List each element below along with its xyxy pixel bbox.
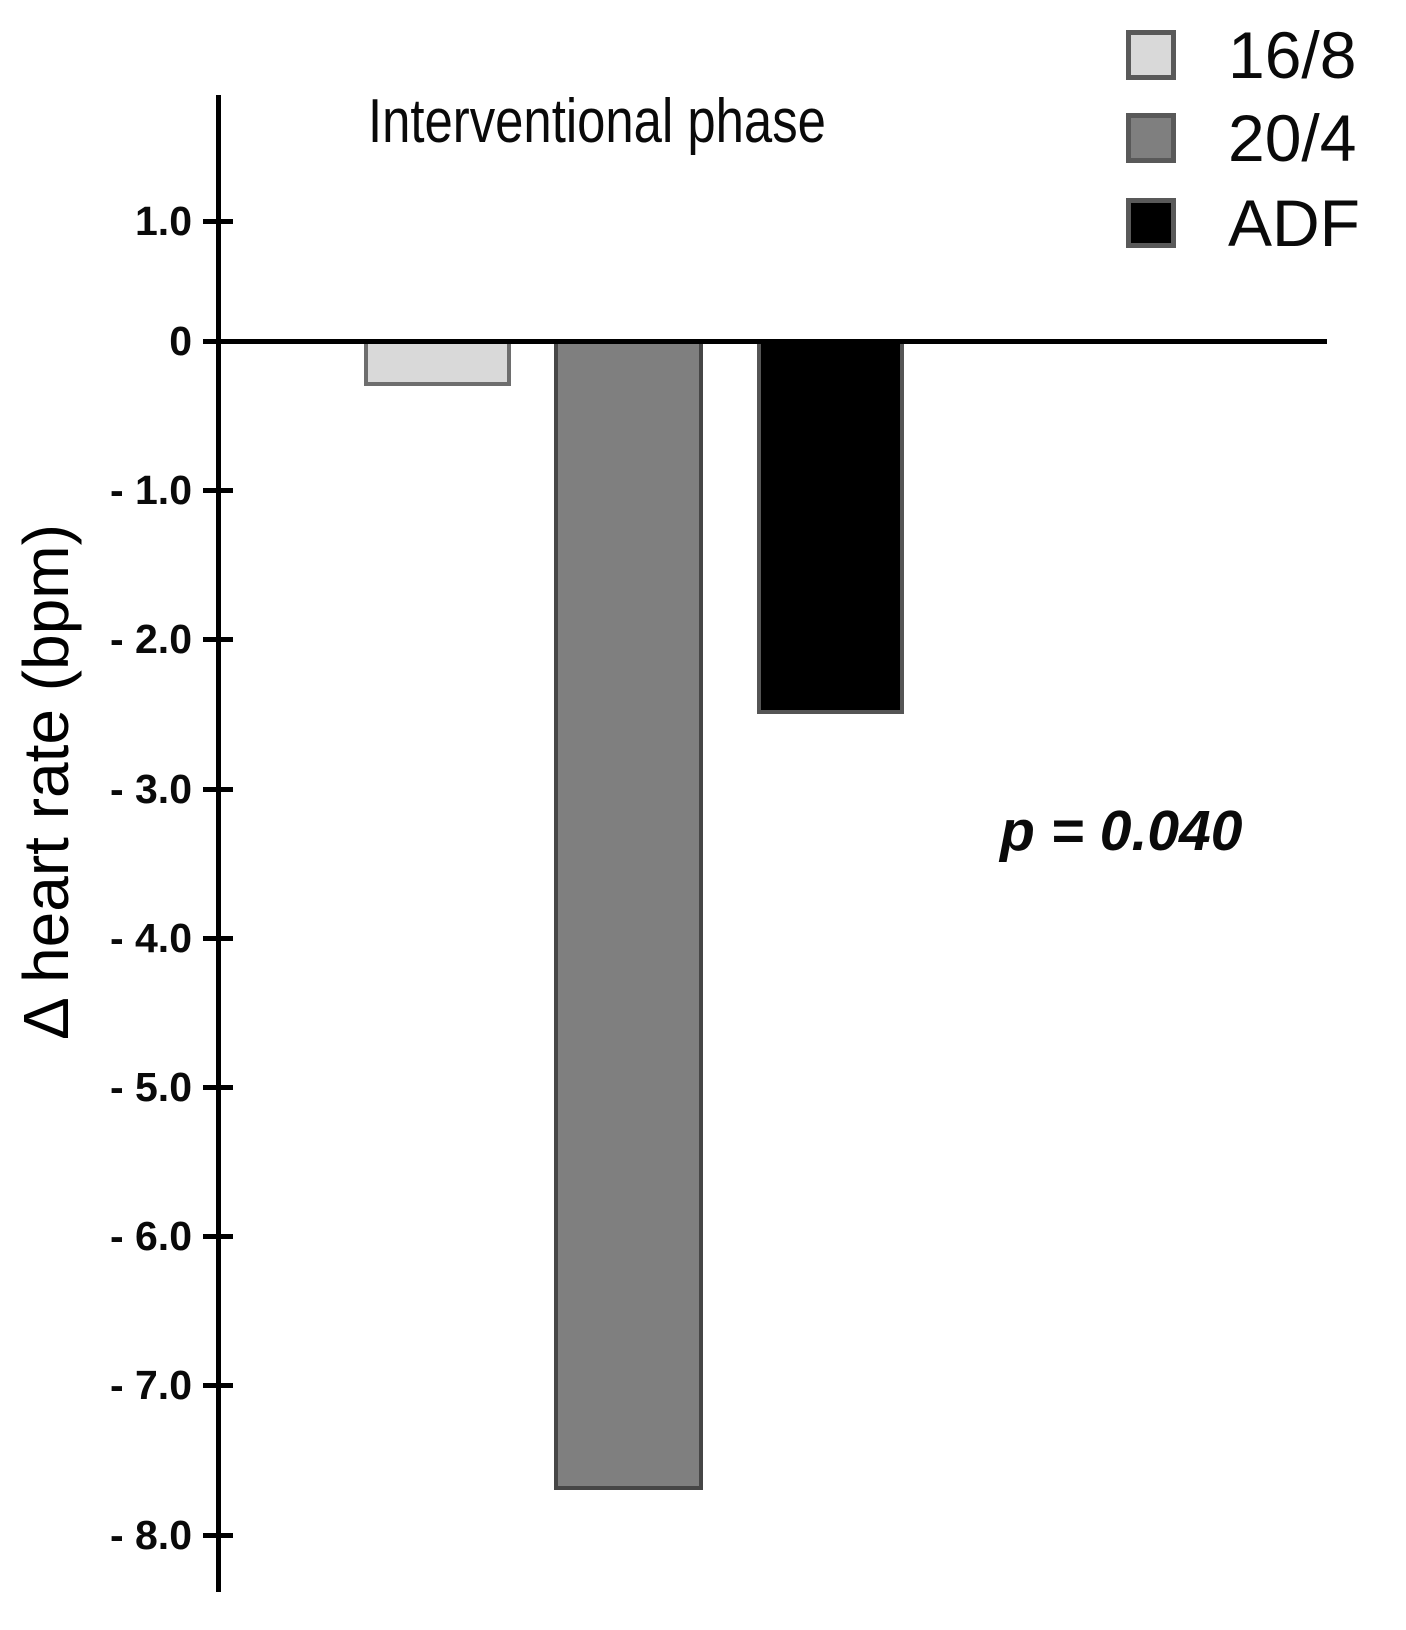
y-tick-label: - 6.0 [109,1213,192,1260]
y-tick-mark [203,488,233,494]
legend-item-20/4: 20/4 [1126,105,1356,171]
y-tick-mark [203,1085,233,1090]
legend-swatch-icon [1126,30,1176,80]
y-tick-mark [203,219,233,224]
y-axis-line [216,95,221,1592]
legend-swatch-icon [1126,198,1176,248]
y-tick-mark [203,1234,233,1240]
p-value-annotation: p = 0.040 [1000,799,1243,863]
y-tick-mark [203,935,233,941]
y-tick-mark [203,1532,233,1538]
y-tick-mark [203,786,233,792]
zero-baseline [217,339,1327,344]
y-tick-label: 0 [169,318,192,364]
bar-ADF [757,341,904,714]
legend-item-ADF: ADF [1126,190,1360,256]
y-tick-label: 1.0 [135,198,192,244]
y-tick-mark [203,1383,233,1389]
y-tick-label: - 4.0 [109,914,192,961]
bar-20/4 [554,341,703,1490]
chart-title: Interventional phase [368,87,826,156]
y-tick-label: - 5.0 [109,1064,192,1110]
y-tick-mark [203,637,233,643]
legend-label: 20/4 [1228,101,1357,175]
y-tick-label: - 7.0 [109,1362,192,1409]
legend-item-16/8: 16/8 [1126,22,1356,88]
legend-label: ADF [1228,186,1360,260]
bar-16/8 [364,341,511,386]
y-tick-label: - 1.0 [109,467,192,514]
y-tick-label: - 2.0 [109,616,192,663]
y-tick-label: - 8.0 [109,1511,192,1558]
legend-label: 16/8 [1228,18,1357,92]
y-tick-label: - 3.0 [109,765,192,812]
legend-swatch-icon [1126,113,1176,163]
